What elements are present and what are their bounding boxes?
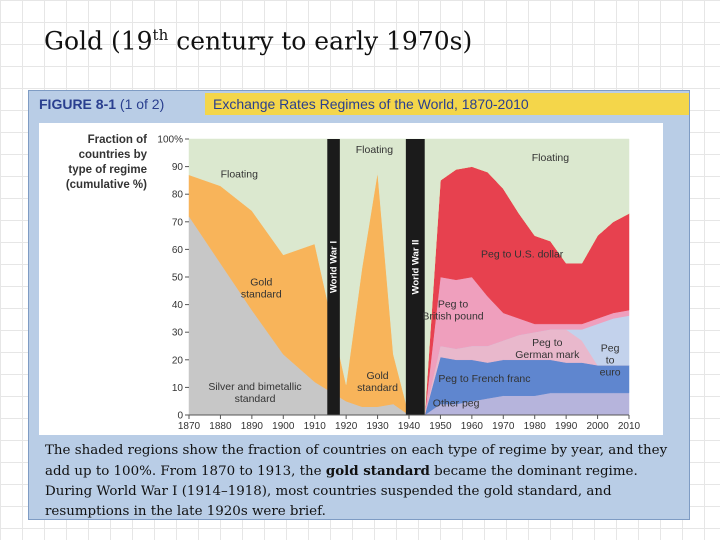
y-tick-label-3: 30 (172, 328, 184, 339)
y-tick-label-6: 60 (172, 245, 184, 256)
y-tick-label-5: 50 (172, 273, 184, 284)
caption-part2: became the dominant regime. During World… (45, 464, 638, 519)
y-tick-label-1: 10 (172, 383, 184, 394)
war-band-label-1: World War I (329, 241, 340, 293)
war-band-2 (405, 139, 425, 415)
caption-bold: gold standard (325, 463, 430, 479)
x-tick-label-12: 1990 (555, 421, 578, 432)
annotation-6: Silver and bimetallic standard (208, 381, 301, 405)
caption-part1: The shaded regions show the fraction of … (45, 443, 668, 479)
y-tick-label-0: 0 (177, 411, 183, 422)
x-tick-label-7: 1940 (398, 421, 421, 432)
chart-container: World War I World War II 0 10 20 30 40 50 60 70 80… (39, 123, 663, 435)
annotation-12: Peg to euro (600, 343, 621, 379)
x-tick-label-14: 2010 (618, 421, 641, 432)
y-tick-label-2: 20 (172, 355, 184, 366)
annotation-9: Peg to German mark (515, 337, 580, 361)
slide-title-main: Gold (19 (44, 26, 153, 56)
figure-number: FIGURE 8-1 (39, 96, 117, 112)
annotation-3: Floating (532, 152, 570, 164)
annotation-8: Peg to British pound (422, 298, 483, 322)
y-tick-label-10: 100% (157, 135, 183, 146)
figure-caption: The shaded regions show the fraction of … (45, 441, 681, 522)
x-tick-label-8: 1950 (429, 421, 452, 432)
annotation-11: Other peg (433, 398, 480, 410)
annotation-2: Floating (356, 144, 394, 156)
figure-title: Exchange Rates Regimes of the World, 187… (205, 93, 689, 115)
x-tick-label-9: 1960 (461, 421, 484, 432)
x-tick-label-11: 1980 (524, 421, 547, 432)
x-tick-label-13: 2000 (586, 421, 609, 432)
x-tick-label-6: 1930 (366, 421, 389, 432)
y-axis-label: Fraction of countries by type of regime (cu… (66, 134, 148, 191)
annotation-1: Floating (221, 169, 259, 181)
x-tick-label-1: 1880 (209, 421, 232, 432)
x-tick-label-0: 1870 (178, 421, 201, 432)
war-band-1 (327, 139, 340, 415)
annotation-4: Gold standard (241, 276, 282, 300)
annotation-7: Peg to U.S. dollar (481, 249, 564, 261)
figure-suffix: (1 of 2) (119, 96, 165, 112)
stacked-area-chart: World War I World War II 0 10 20 30 40 50 60 70 80… (66, 134, 641, 432)
slide-title-sup: th (152, 26, 169, 44)
annotation-5: Gold standard (357, 370, 398, 394)
annotation-10: Peg to French franc (438, 373, 530, 385)
y-tick-label-7: 70 (172, 217, 184, 228)
figure-panel: FIGURE 8-1 (1 of 2) Exchange Rates Regim… (28, 90, 690, 520)
x-tick-label-4: 1910 (304, 421, 327, 432)
war-band-label-2: World War II (410, 240, 421, 295)
x-tick-label-2: 1890 (241, 421, 264, 432)
x-tick-label-5: 1920 (335, 421, 358, 432)
slide-title: Gold (19th century to early 1970s) (44, 26, 472, 55)
figure-label: FIGURE 8-1 (1 of 2) (31, 93, 203, 115)
slide-title-rest: century to early 1970s) (168, 26, 473, 56)
x-tick-label-3: 1900 (272, 421, 295, 432)
x-tick-label-10: 1970 (492, 421, 515, 432)
y-tick-label-9: 90 (172, 162, 184, 173)
y-tick-label-8: 80 (172, 190, 184, 201)
y-tick-label-4: 40 (172, 300, 184, 311)
